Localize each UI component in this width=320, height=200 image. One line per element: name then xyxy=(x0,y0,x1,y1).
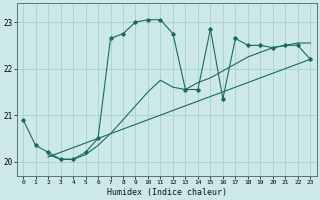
X-axis label: Humidex (Indice chaleur): Humidex (Indice chaleur) xyxy=(107,188,227,197)
